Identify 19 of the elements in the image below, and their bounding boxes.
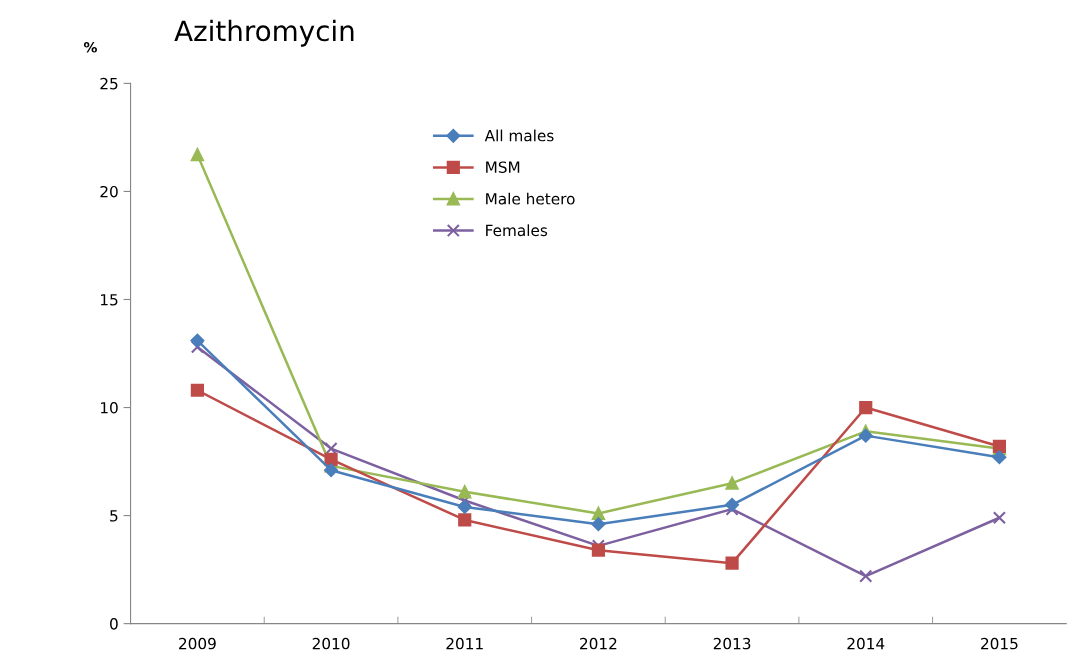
y-tick-label: 20: [100, 185, 118, 198]
y-tick-label: 5: [110, 510, 118, 522]
legend-label: All males: [484, 129, 554, 142]
x-tick-label: 2012: [580, 637, 617, 650]
x-tick-label: 2010: [312, 637, 350, 650]
y-tick-label: 10: [100, 402, 118, 414]
legend-label: MSM: [486, 161, 520, 173]
chart-title: Azithromycin: [174, 19, 354, 47]
x-tick-label: 2009: [179, 637, 216, 650]
x-tick-label: 2014: [847, 637, 885, 650]
y-axis-title: %: [83, 42, 97, 53]
y-tick-label: 0: [110, 618, 118, 630]
x-tick-label: 2013: [713, 637, 751, 650]
legend-label: Females: [486, 224, 548, 237]
x-tick-label: 2011: [446, 637, 483, 650]
y-tick-label: 15: [100, 294, 118, 306]
legend-label: Male hetero: [486, 192, 575, 205]
x-tick-label: 2015: [981, 637, 1018, 650]
y-tick-label: 25: [100, 77, 118, 90]
